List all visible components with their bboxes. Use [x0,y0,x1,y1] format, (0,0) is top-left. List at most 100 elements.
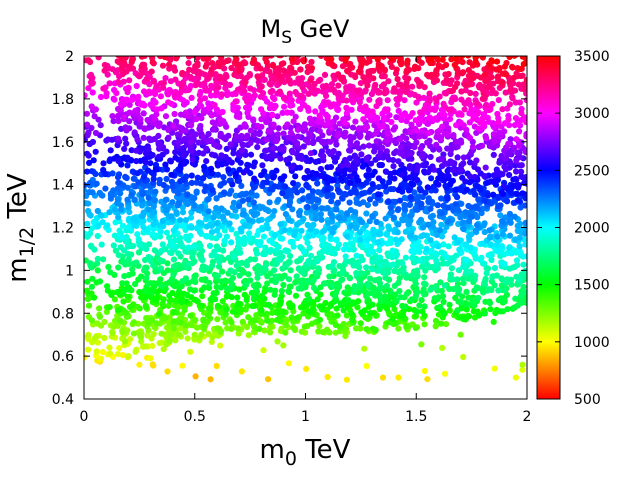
data-point [214,325,221,332]
data-point [289,302,296,309]
data-point [304,278,312,285]
data-point [439,293,447,300]
data-point [441,282,448,289]
data-point [223,91,231,98]
data-point [267,324,274,331]
data-point [171,110,178,118]
data-point [347,190,354,197]
data-point [449,276,456,283]
data-point [177,319,184,326]
data-point [138,63,145,70]
data-point [432,284,439,291]
data-point [433,134,440,141]
data-point [344,161,352,168]
data-point [158,330,165,337]
data-point [395,279,402,286]
data-point [379,144,386,151]
data-point [315,77,322,84]
data-point [349,124,357,131]
data-point [304,221,311,229]
data-point [367,186,374,193]
data-point [421,291,428,298]
data-point [518,299,525,306]
data-point [335,82,342,89]
data-point [200,175,207,182]
data-point [505,140,512,147]
data-point [512,99,519,106]
chart-title: MS GeV [261,15,351,48]
data-point [230,254,237,261]
data-point [335,150,342,157]
data-point [379,374,387,381]
data-point [121,145,128,152]
data-point [122,173,129,180]
data-point [337,302,345,309]
data-point [229,181,236,188]
data-point [342,258,350,265]
data-point [502,279,510,286]
data-point [192,131,199,138]
data-point [85,57,92,64]
data-point [411,189,418,196]
data-point [94,223,101,230]
data-point [96,278,104,285]
data-point [288,56,295,62]
data-point [470,115,477,122]
data-point [192,82,199,89]
data-point [351,288,358,295]
data-point [330,177,337,184]
data-point [382,274,389,281]
data-point [167,330,175,337]
data-point [278,287,285,294]
data-point [218,278,225,285]
data-point [120,258,127,266]
data-point [489,274,496,281]
data-point [114,288,121,296]
data-point [130,175,137,182]
data-point [499,171,506,178]
data-point [387,186,394,193]
data-point [262,147,269,154]
data-point [398,236,405,243]
data-point [475,125,482,132]
data-point [148,68,155,75]
data-point [270,121,277,128]
data-point [228,282,235,289]
data-point [101,334,108,342]
data-point [188,94,195,101]
data-point [361,345,368,352]
data-point [421,321,428,328]
data-point [285,77,292,84]
data-point [143,274,150,282]
data-point [305,258,312,265]
data-point [419,153,426,160]
data-point [307,226,314,233]
data-point [520,261,527,268]
data-point [175,139,182,146]
data-point [288,164,295,171]
data-point [106,80,113,87]
data-point [216,232,223,239]
data-point [406,142,413,149]
data-point [472,272,479,279]
data-point [177,178,184,185]
data-point [225,254,232,261]
data-point [260,251,267,258]
data-point [210,56,213,57]
data-point [84,168,91,175]
data-point [386,226,393,233]
data-point [390,126,397,133]
data-point [214,302,221,309]
data-point [518,162,525,169]
data-point [298,227,305,234]
data-point [138,338,145,345]
data-point [169,183,176,190]
data-point [179,69,186,77]
data-point [370,67,377,74]
data-point [351,164,358,172]
data-point [488,74,495,81]
data-point [395,221,402,228]
data-point [425,195,432,202]
data-point [395,81,403,88]
data-point [101,67,108,74]
